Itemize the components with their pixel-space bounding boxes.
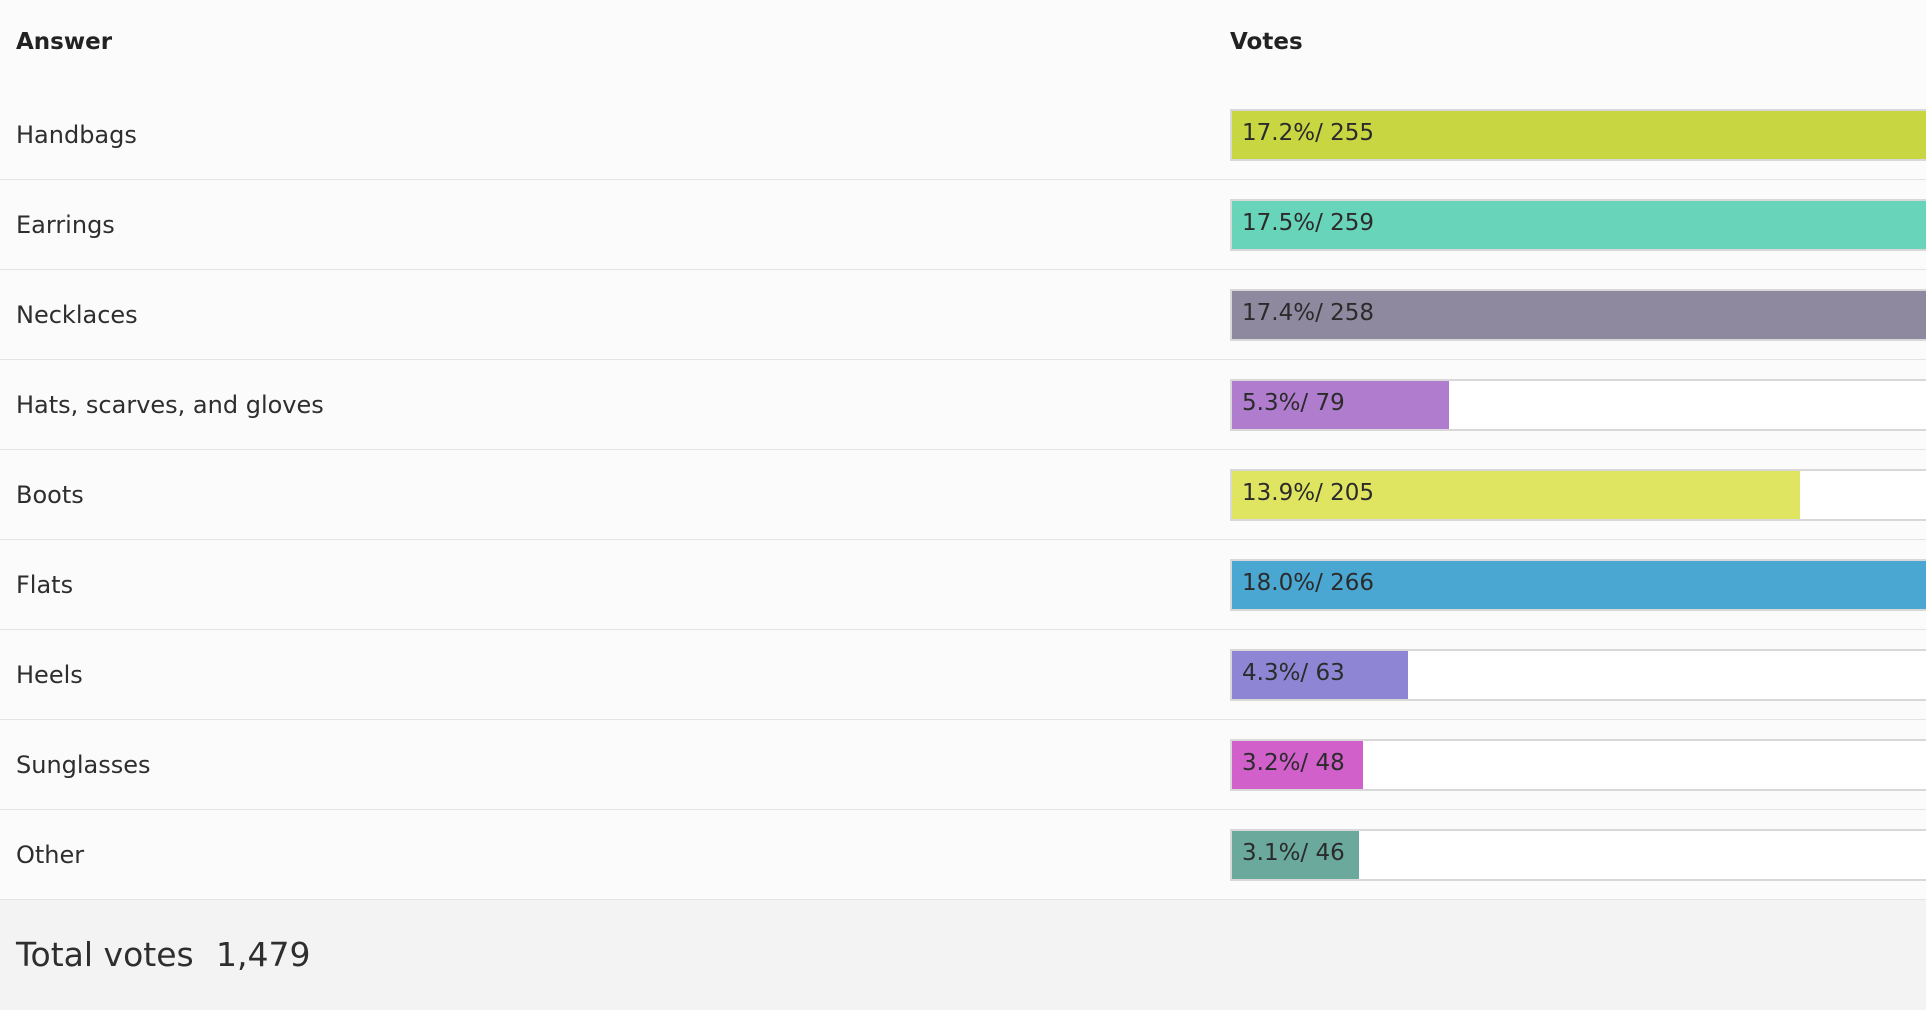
vote-bar-track: 4.3%/ 63: [1230, 649, 1926, 701]
vote-bar-label: 3.1%/ 46: [1242, 840, 1345, 866]
vote-bar: [1232, 741, 1363, 789]
answer-label: Flats: [16, 571, 74, 599]
vote-bar: [1232, 831, 1359, 879]
total-votes-value: 1,479: [216, 935, 311, 974]
votes-column-header: Votes: [1230, 29, 1303, 55]
vote-bar-track: 5.3%/ 79: [1230, 379, 1926, 431]
answer-label: Necklaces: [16, 301, 138, 329]
answer-label: Boots: [16, 481, 84, 509]
vote-bar-label: 17.5%/ 259: [1242, 210, 1375, 236]
total-votes-label: Total votes: [16, 935, 194, 974]
vote-bar-track: 17.2%/ 255: [1230, 109, 1926, 161]
vote-bar-track: 17.5%/ 259: [1230, 199, 1926, 251]
answer-label: Handbags: [16, 121, 137, 149]
answer-column-header: Answer: [16, 29, 113, 55]
vote-bar-label: 17.2%/ 255: [1242, 120, 1375, 146]
vote-bar: [1232, 201, 1926, 249]
vote-bar-track: 13.9%/ 205: [1230, 469, 1926, 521]
vote-bar-label: 18.0%/ 266: [1242, 570, 1375, 596]
table-row: Earrings 17.5%/ 259: [0, 180, 1926, 270]
answer-label: Sunglasses: [16, 751, 151, 779]
vote-bar: [1232, 291, 1926, 339]
vote-bar: [1232, 651, 1408, 699]
vote-bar-label: 3.2%/ 48: [1242, 750, 1345, 776]
table-row: Boots 13.9%/ 205: [0, 450, 1926, 540]
table-row: Necklaces 17.4%/ 258: [0, 270, 1926, 360]
table-row: Handbags 17.2%/ 255: [0, 90, 1926, 180]
table-row: Heels 4.3%/ 63: [0, 630, 1926, 720]
answer-label: Heels: [16, 661, 83, 689]
vote-bar: [1232, 561, 1926, 609]
vote-bar: [1232, 111, 1926, 159]
vote-bar-label: 13.9%/ 205: [1242, 480, 1375, 506]
answer-label: Other: [16, 841, 85, 869]
vote-bar: [1232, 381, 1449, 429]
vote-bar-label: 17.4%/ 258: [1242, 300, 1375, 326]
total-votes-footer: Total votes 1,479: [0, 900, 1926, 1010]
answer-label: Hats, scarves, and gloves: [16, 391, 324, 419]
table-row: Sunglasses 3.2%/ 48: [0, 720, 1926, 810]
vote-bar-track: 17.4%/ 258: [1230, 289, 1926, 341]
vote-bar-label: 5.3%/ 79: [1242, 390, 1345, 416]
table-header: Answer Votes: [0, 0, 1926, 90]
table-row: Flats 18.0%/ 266: [0, 540, 1926, 630]
table-row: Other 3.1%/ 46: [0, 810, 1926, 900]
vote-bar: [1232, 471, 1801, 519]
table-row: Hats, scarves, and gloves 5.3%/ 79: [0, 360, 1926, 450]
vote-bar-track: 18.0%/ 266: [1230, 559, 1926, 611]
vote-bar-track: 3.1%/ 46: [1230, 829, 1926, 881]
answer-label: Earrings: [16, 211, 115, 239]
vote-bar-track: 3.2%/ 48: [1230, 739, 1926, 791]
vote-bar-label: 4.3%/ 63: [1242, 660, 1345, 686]
